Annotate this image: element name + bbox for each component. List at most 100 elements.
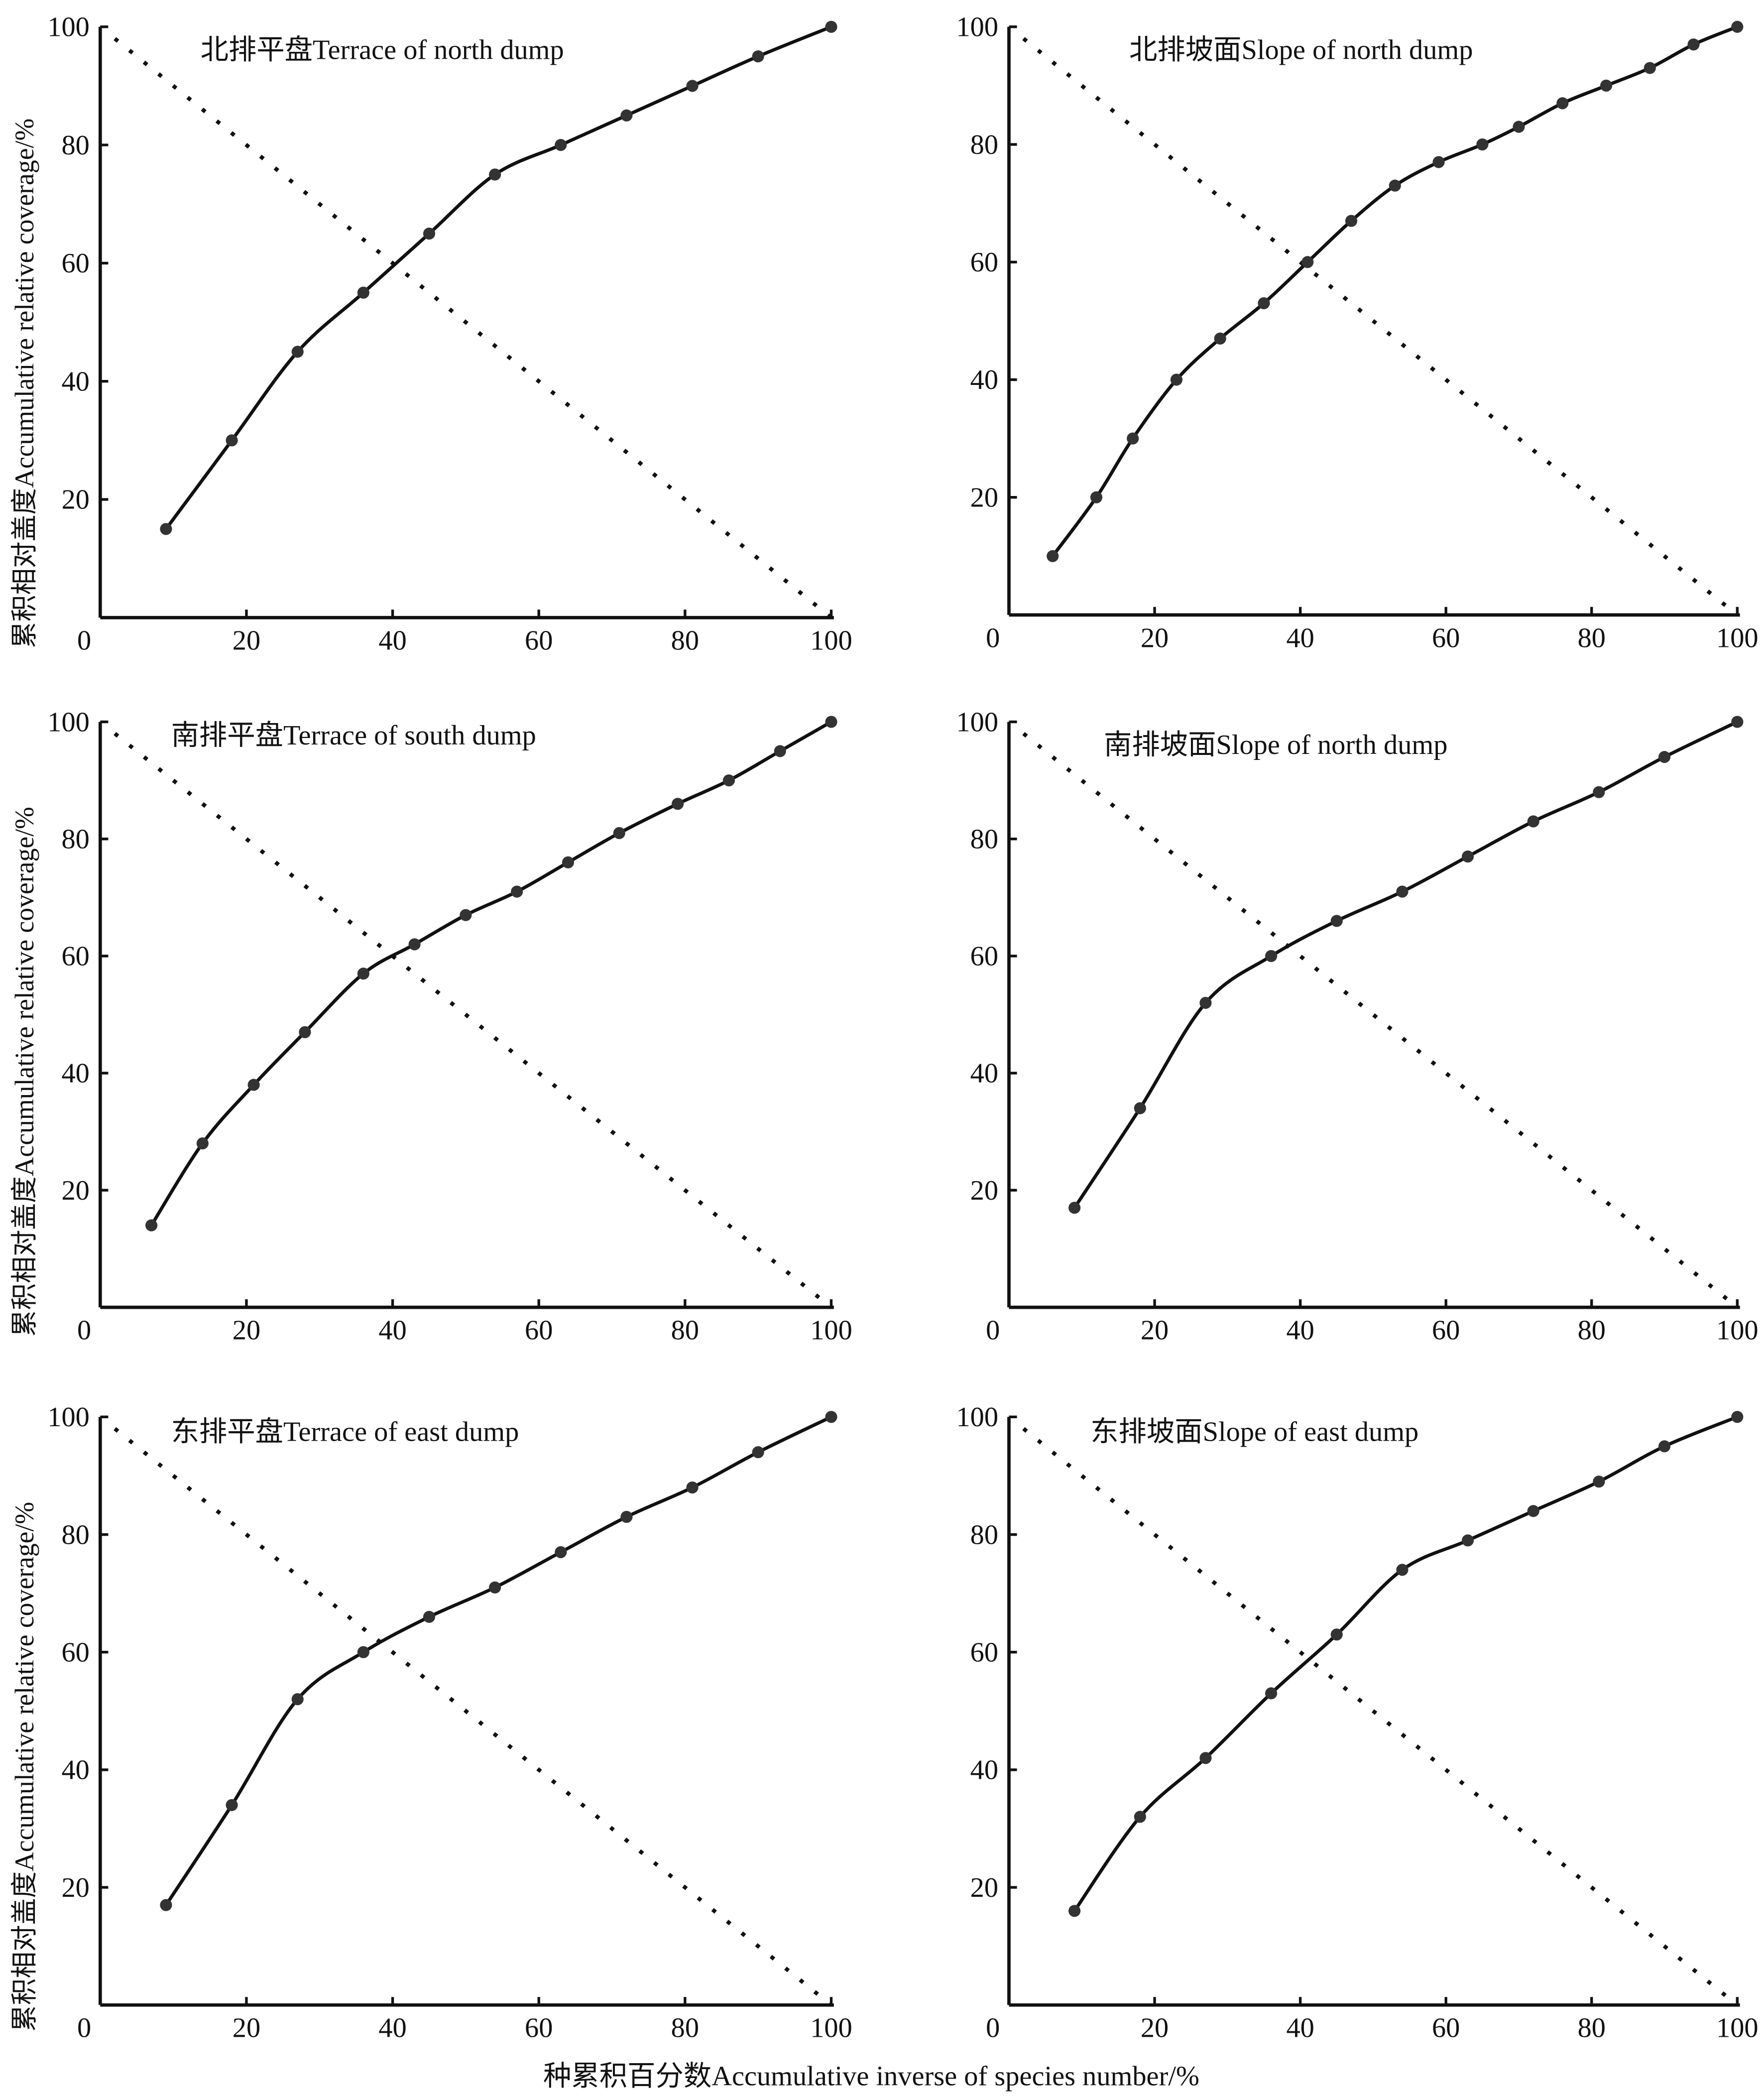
y-tick-label: 80 bbox=[61, 130, 89, 161]
y-axis-label-row-3: 累积相对盖度Accumulative relative coverage/% bbox=[9, 1502, 39, 2032]
x-tick-label: 60 bbox=[525, 625, 553, 656]
x-tick-label: 80 bbox=[1578, 1315, 1606, 1346]
y-tick-label: 100 bbox=[956, 12, 998, 43]
panel-title: 北排平盘Terrace of north dump bbox=[201, 34, 564, 65]
y-tick-label: 100 bbox=[47, 1402, 90, 1433]
data-point bbox=[226, 434, 238, 447]
data-point bbox=[620, 109, 633, 122]
y-tick-label: 80 bbox=[61, 1519, 89, 1550]
x-tick-label: 40 bbox=[378, 2013, 406, 2044]
panel-6: 0 20 40 60 80 100 20 40 60 80 100 东排坡面Slope of east… bbox=[956, 1402, 1758, 2044]
y-axis-label-row-2: 累积相对盖度Accumulative relative coverage/% bbox=[9, 807, 39, 1337]
reference-dotted-line bbox=[1022, 37, 1739, 616]
x-tick-label: 60 bbox=[525, 2013, 553, 2044]
data-point bbox=[489, 1581, 501, 1594]
data-point bbox=[1527, 1505, 1539, 1517]
y-tick-label: 20 bbox=[61, 1175, 89, 1206]
data-point bbox=[1330, 1628, 1343, 1641]
data-point bbox=[825, 716, 837, 728]
x-tick-label: 20 bbox=[233, 625, 260, 656]
data-point bbox=[357, 286, 369, 299]
data-point bbox=[357, 968, 369, 980]
x-tick-label: 20 bbox=[1141, 1315, 1169, 1346]
data-point bbox=[1170, 373, 1183, 386]
panel-title: 东排坡面Slope of east dump bbox=[1090, 1417, 1418, 1448]
data-point bbox=[774, 745, 786, 757]
y-tick-label: 60 bbox=[61, 248, 89, 279]
data-point bbox=[1527, 815, 1539, 828]
data-point bbox=[1047, 550, 1059, 562]
panel-title: 东排平盘Terrace of east dump bbox=[171, 1417, 519, 1448]
data-point bbox=[1389, 179, 1401, 192]
panel-4: 0 20 40 60 80 100 20 40 60 80 100 南排坡面Slope of nort… bbox=[956, 707, 1758, 1346]
y-tick-label: 100 bbox=[47, 12, 90, 43]
x-tick-label: 40 bbox=[1286, 2013, 1314, 2044]
data-point bbox=[489, 168, 501, 181]
y-tick-label: 40 bbox=[61, 1058, 89, 1089]
x-tick-label: 80 bbox=[671, 1315, 699, 1346]
x-tick-label: 80 bbox=[671, 625, 699, 656]
data-point bbox=[1432, 156, 1445, 168]
data-point bbox=[1199, 996, 1212, 1009]
panel-3: 0 20 40 60 80 100 20 40 60 80 100 南排平盘Terrace of so… bbox=[47, 707, 852, 1346]
data-point bbox=[1345, 215, 1358, 227]
data-point bbox=[1068, 1905, 1081, 1917]
fitted-curve bbox=[1073, 720, 1738, 1209]
data-point bbox=[562, 856, 575, 868]
y-tick-label: 80 bbox=[970, 1519, 998, 1550]
x-tick-label: 20 bbox=[233, 2013, 260, 2044]
data-point bbox=[1556, 97, 1569, 110]
y-tick-label: 20 bbox=[61, 485, 89, 515]
data-point bbox=[1644, 62, 1656, 74]
data-point bbox=[825, 1411, 837, 1423]
x-tick-label: 100 bbox=[1716, 622, 1759, 653]
fitted-curve bbox=[1073, 1415, 1738, 1912]
y-tick-label: 60 bbox=[970, 941, 998, 972]
y-tick-label: 100 bbox=[956, 1402, 998, 1433]
data-point bbox=[460, 909, 472, 921]
data-point bbox=[357, 1646, 369, 1658]
data-point bbox=[752, 50, 764, 63]
y-tick-label: 20 bbox=[970, 1175, 998, 1206]
data-point bbox=[1330, 915, 1343, 927]
data-point bbox=[408, 938, 421, 951]
y-tick-label: 80 bbox=[61, 824, 89, 855]
x-axis-label: 种累积百分数Accumulative inverse of species nu… bbox=[543, 2061, 1199, 2092]
y-axis-label-row-1: 累积相对盖度Accumulative relative coverage/% bbox=[9, 119, 39, 648]
data-point bbox=[1658, 751, 1671, 763]
y-tick-label: 40 bbox=[970, 1058, 998, 1089]
fitted-curve bbox=[150, 720, 832, 1227]
data-point bbox=[1461, 850, 1474, 863]
data-point bbox=[160, 1899, 172, 1911]
data-point bbox=[291, 346, 304, 358]
x-tick-label: 40 bbox=[378, 625, 406, 656]
x-tick-label: 40 bbox=[1286, 622, 1314, 653]
x-tick-label: 60 bbox=[1432, 2013, 1460, 2044]
data-point bbox=[291, 1693, 304, 1706]
data-point bbox=[672, 798, 684, 810]
y-tick-label: 80 bbox=[970, 824, 998, 855]
data-point bbox=[247, 1079, 260, 1091]
x-tick-label: 0 bbox=[77, 1315, 91, 1346]
panel-title: 南排坡面Slope of north dump bbox=[1104, 730, 1447, 760]
data-point bbox=[226, 1799, 238, 1811]
x-tick-label: 40 bbox=[1286, 1315, 1314, 1346]
data-point bbox=[1731, 716, 1744, 728]
data-point bbox=[196, 1137, 209, 1150]
data-point bbox=[1396, 1564, 1409, 1576]
data-point bbox=[1513, 121, 1525, 133]
y-tick-label: 20 bbox=[970, 482, 998, 513]
panel-1: 0 20 40 60 80 100 20 40 60 80 100 北排平盘Terrace of no… bbox=[47, 12, 852, 656]
y-tick-label: 40 bbox=[970, 365, 998, 395]
panel-title: 南排平盘Terrace of south dump bbox=[171, 720, 536, 751]
y-tick-label: 60 bbox=[61, 941, 89, 972]
y-tick-label: 60 bbox=[61, 1637, 89, 1668]
x-tick-label: 80 bbox=[1578, 2013, 1606, 2044]
x-tick-label: 20 bbox=[1141, 2013, 1169, 2044]
y-tick-label: 20 bbox=[970, 1872, 998, 1903]
reference-dotted-line bbox=[1022, 1427, 1739, 2007]
data-point bbox=[1593, 1476, 1605, 1488]
data-point bbox=[1068, 1202, 1081, 1214]
fitted-curve bbox=[164, 25, 832, 530]
reference-dotted-line bbox=[114, 732, 833, 1309]
